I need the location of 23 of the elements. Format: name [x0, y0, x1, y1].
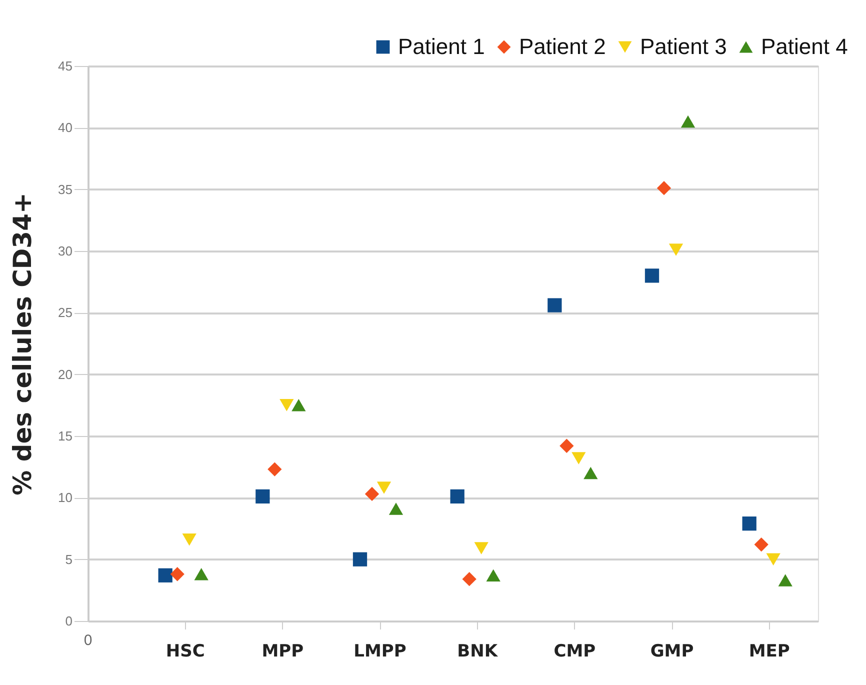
y-tick-label: 45 [58, 58, 72, 74]
y-tick-label: 0 [65, 614, 72, 628]
y-axis-title: % des cellules CD34+ [8, 192, 38, 496]
y-tick-label: 40 [58, 120, 72, 136]
legend-label: Patient 2 [519, 34, 606, 59]
y-tick-label: 5 [65, 552, 72, 567]
y-tick-label: 20 [58, 366, 72, 382]
y-tick-label: 35 [58, 182, 72, 197]
text: 0 [84, 632, 92, 649]
x-tick-label: MPP [262, 642, 304, 662]
x-tick-label: BNK [457, 642, 498, 662]
y-tick-label: 10 [58, 490, 72, 506]
x-tick-label: CMP [554, 642, 596, 662]
y-tick-label: 25 [58, 305, 72, 320]
x-tick-label: MEP [748, 642, 790, 662]
y-tick-label: 15 [58, 428, 72, 444]
legend-label: Patient 4 [761, 34, 848, 59]
x-tick-label: HSC [166, 642, 205, 662]
y-tick-label: 30 [58, 244, 72, 258]
legend-label: Patient 1 [398, 34, 485, 59]
x-tick-label: LMPP [354, 642, 406, 662]
x-tick-label: GMP [650, 642, 694, 662]
legend-label: Patient 3 [640, 34, 727, 59]
